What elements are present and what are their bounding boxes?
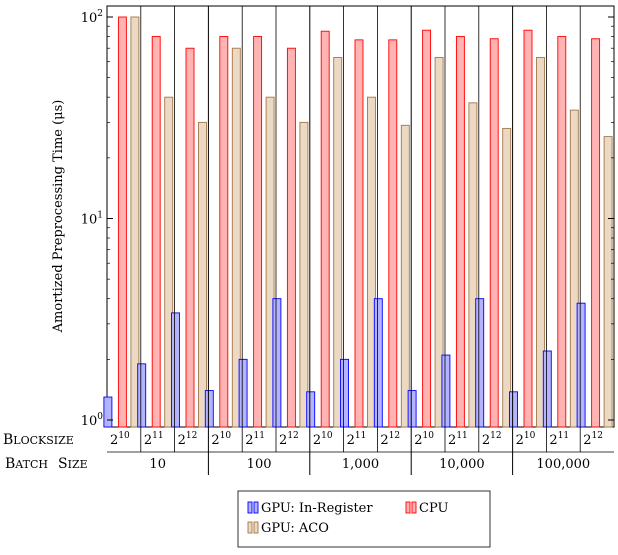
bar-cpu [455, 36, 465, 428]
bar-gpu-aco [164, 96, 174, 428]
blocksize-label: 211 [347, 431, 367, 448]
bar-gpu-aco [468, 102, 478, 428]
group-dividers [140, 6, 581, 475]
bar-gpu-aco [434, 56, 444, 428]
bar-cpu [388, 39, 398, 428]
bar-gpu-in-register [340, 358, 349, 428]
category-table: BLOCKSIZE BATCH SIZE 210 211 212 10 210 211 212… [3, 431, 614, 472]
blocksize-label: 210 [110, 431, 130, 448]
bar-gpu-aco [400, 124, 410, 428]
batch-size-label: 10 [149, 457, 166, 472]
blocksize-label: 210 [516, 431, 536, 448]
bar-gpu-in-register [272, 298, 282, 428]
bar-gpu-aco [130, 16, 140, 428]
legend-label-gpu-in-register: GPU: In-Register [261, 501, 373, 516]
blocksize-label: 210 [211, 431, 231, 448]
legend-swatch-gpu-aco [253, 521, 259, 534]
legend: GPU: In-Register CPU GPU: ACO [237, 490, 491, 548]
bar-gpu-in-register [137, 363, 147, 428]
bar-gpu-aco [536, 56, 545, 428]
blocksize-label: 211 [144, 431, 164, 448]
y-tick-label: 102 [81, 9, 103, 26]
bar-cpu [219, 36, 229, 428]
bar-gpu-aco [299, 121, 309, 428]
bar-gpu-in-register [542, 350, 552, 428]
bar-cpu [320, 30, 330, 428]
legend-items: GPU: In-Register CPU GPU: ACO [247, 501, 448, 536]
bar-cpu [523, 29, 533, 428]
batch-size-label: 10,000 [439, 457, 485, 472]
blocksize-label: 212 [178, 431, 198, 448]
bar-gpu-in-register [171, 312, 180, 428]
bar-gpu-aco [198, 121, 207, 428]
bar-cpu [557, 36, 567, 428]
bar-gpu-in-register [509, 391, 518, 428]
bar-gpu-in-register [576, 302, 586, 428]
bar-gpu-aco [502, 127, 512, 428]
bar-cpu [591, 38, 601, 428]
blocksize-label: 210 [313, 431, 333, 448]
y-axis: 100 101 102 [81, 9, 614, 429]
legend-swatch-gpu-aco [247, 521, 253, 534]
bar-gpu-in-register [475, 298, 485, 428]
y-tick-label: 100 [81, 412, 104, 429]
blocksize-label: 211 [549, 431, 569, 448]
legend-swatch-gpu-in-register [253, 501, 259, 514]
bar-gpu-aco [569, 109, 579, 428]
legend-swatch-gpu-in-register [247, 501, 253, 514]
blocksize-label: 212 [279, 431, 299, 448]
batch-size-label: 100 [247, 457, 272, 472]
blocksize-label: 212 [583, 431, 603, 448]
bar-gpu-aco [367, 96, 376, 428]
bar-gpu-in-register [238, 358, 248, 428]
bar-cpu [354, 39, 364, 428]
bar-gpu-in-register [373, 298, 383, 428]
bar-cpu [422, 29, 432, 428]
bar-gpu-aco [265, 96, 275, 428]
legend-box [237, 490, 491, 548]
blocksize-label: 212 [380, 431, 400, 448]
bars-layer [103, 16, 613, 428]
bar-gpu-in-register [407, 390, 417, 428]
bar-gpu-aco [231, 47, 241, 428]
y-axis-label: Amortized Preprocessing Time (μs) [51, 100, 66, 334]
bar-cpu [151, 36, 161, 428]
blocksize-row-label: BLOCKSIZE [3, 432, 74, 448]
blocksize-label: 210 [414, 431, 434, 448]
bar-cpu [253, 36, 263, 428]
bar-gpu-in-register [441, 354, 451, 428]
bar-cpu [489, 38, 499, 428]
bar-cpu [286, 47, 296, 428]
legend-swatch-cpu [405, 501, 411, 514]
batch-size-row-label: BATCH SIZE [5, 456, 88, 472]
bar-gpu-aco [603, 136, 613, 428]
batch-size-label: 1,000 [342, 457, 379, 472]
legend-swatch-cpu [411, 501, 417, 514]
legend-label-cpu: CPU [419, 501, 448, 516]
legend-label-gpu-aco: GPU: ACO [261, 521, 329, 536]
bar-cpu [117, 16, 127, 428]
batch-size-label: 100,000 [536, 457, 590, 472]
blocksize-label: 211 [245, 431, 265, 448]
blocksize-label: 211 [448, 431, 468, 448]
blocksize-label: 212 [482, 431, 502, 448]
y-tick-label: 101 [81, 211, 103, 228]
bar-gpu-in-register [204, 390, 214, 428]
bar-cpu [185, 47, 195, 428]
bar-gpu-in-register [306, 391, 316, 428]
bar-gpu-in-register [103, 396, 113, 428]
bar-gpu-aco [333, 56, 343, 428]
